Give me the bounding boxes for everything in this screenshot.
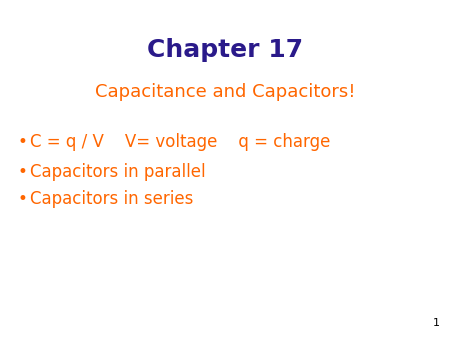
- Text: Capacitors in parallel: Capacitors in parallel: [30, 163, 206, 181]
- Text: •: •: [17, 190, 27, 208]
- Text: •: •: [17, 133, 27, 151]
- Text: Capacitance and Capacitors!: Capacitance and Capacitors!: [95, 83, 355, 101]
- Text: C = q / V    V= voltage    q = charge: C = q / V V= voltage q = charge: [30, 133, 330, 151]
- Text: 1: 1: [433, 318, 440, 328]
- Text: •: •: [17, 163, 27, 181]
- Text: Capacitors in series: Capacitors in series: [30, 190, 194, 208]
- Text: Chapter 17: Chapter 17: [147, 38, 303, 62]
